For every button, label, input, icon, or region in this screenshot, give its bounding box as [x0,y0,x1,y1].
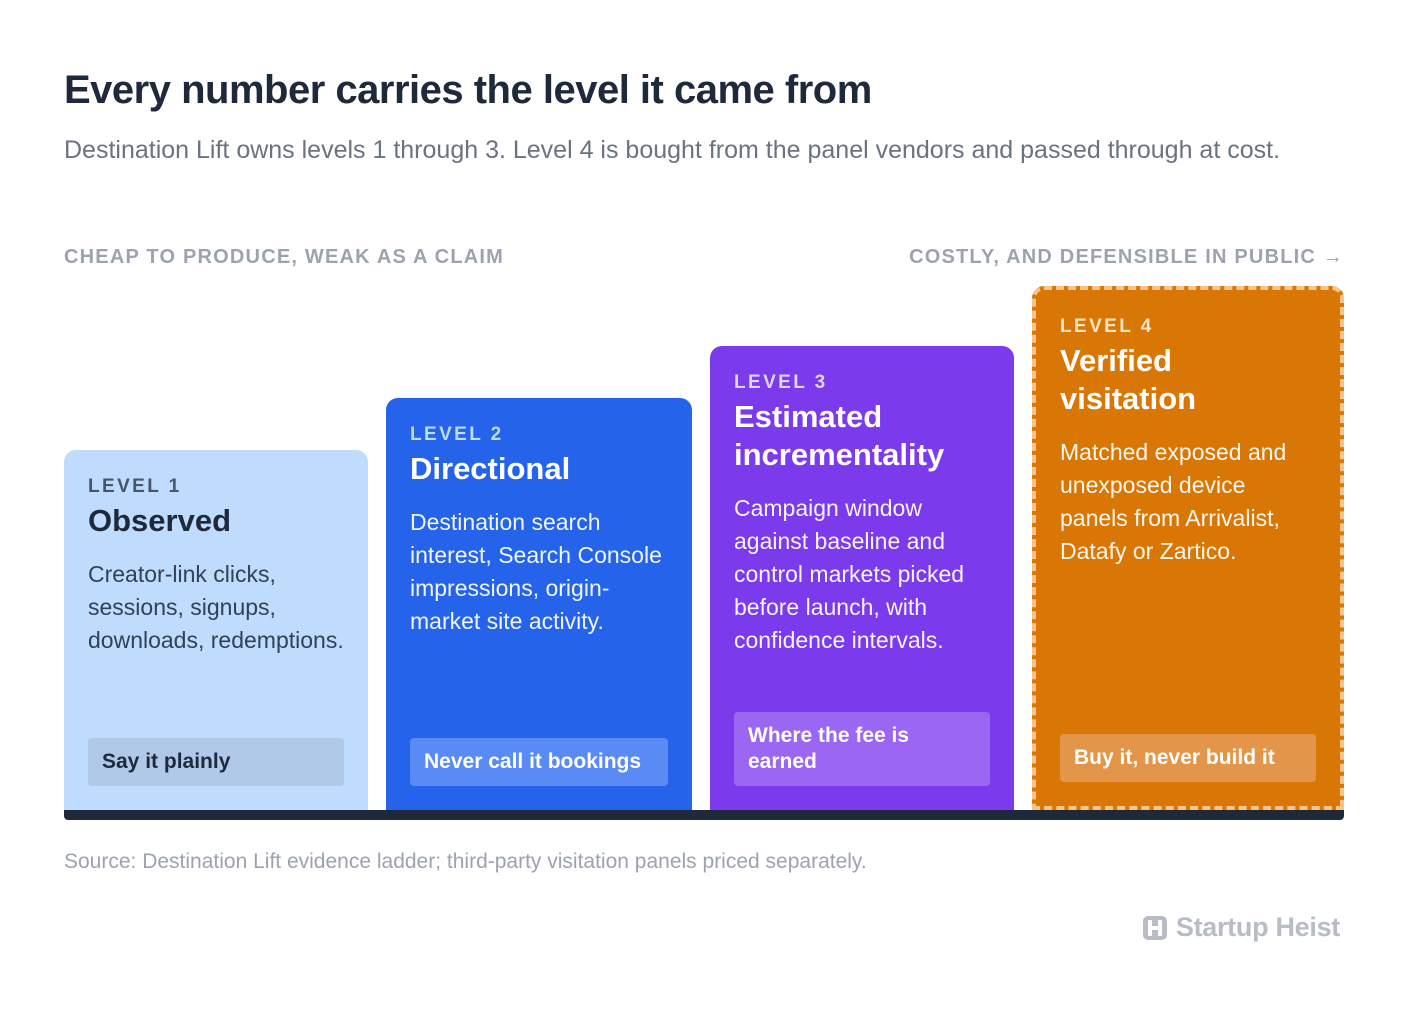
level-name: Observed [88,503,232,538]
level-description: Destination search interest, Search Cons… [410,509,662,634]
startup-heist-logo-icon [1142,915,1167,940]
level-name: Estimated incrementality [734,399,945,472]
axis-label-low: CHEAP TO PRODUCE, WEAK AS A CLAIM [64,246,504,268]
level-name: Directional [410,451,571,486]
source-note: Source: Destination Lift evidence ladder… [64,850,867,873]
level-tag: Buy it, never build it [1060,734,1316,782]
level-tag: Where the fee is earned [734,712,990,786]
level-tag: Say it plainly [88,738,344,786]
page-title: Every number carries the level it came f… [64,68,872,112]
page-subtitle: Destination Lift owns levels 1 through 3… [64,136,1281,164]
ladder-baseline [64,810,1344,820]
level-number: LEVEL 3 [734,372,828,393]
level-4-card: LEVEL 4 Verified visitation Matched expo… [1032,286,1344,810]
level-description: Creator-link clicks, sessions, signups, … [88,561,344,653]
level-tag: Never call it bookings [410,738,668,786]
level-2-card: LEVEL 2 Directional Destination search i… [386,398,692,810]
brand-logo: Startup Heist [1142,912,1340,943]
brand-name: Startup Heist [1175,912,1340,942]
level-number: LEVEL 4 [1060,316,1154,337]
level-name: Verified visitation [1060,343,1197,416]
level-number: LEVEL 2 [410,424,504,445]
level-description: Campaign window against baseline and con… [734,495,965,653]
level-number: LEVEL 1 [88,476,182,497]
level-3-card: LEVEL 3 Estimated incrementality Campaig… [710,346,1014,810]
axis-label-high: COSTLY, AND DEFENSIBLE IN PUBLIC → [909,246,1344,268]
level-1-card: LEVEL 1 Observed Creator-link clicks, se… [64,450,368,810]
level-description: Matched exposed and unexposed device pan… [1060,439,1287,564]
